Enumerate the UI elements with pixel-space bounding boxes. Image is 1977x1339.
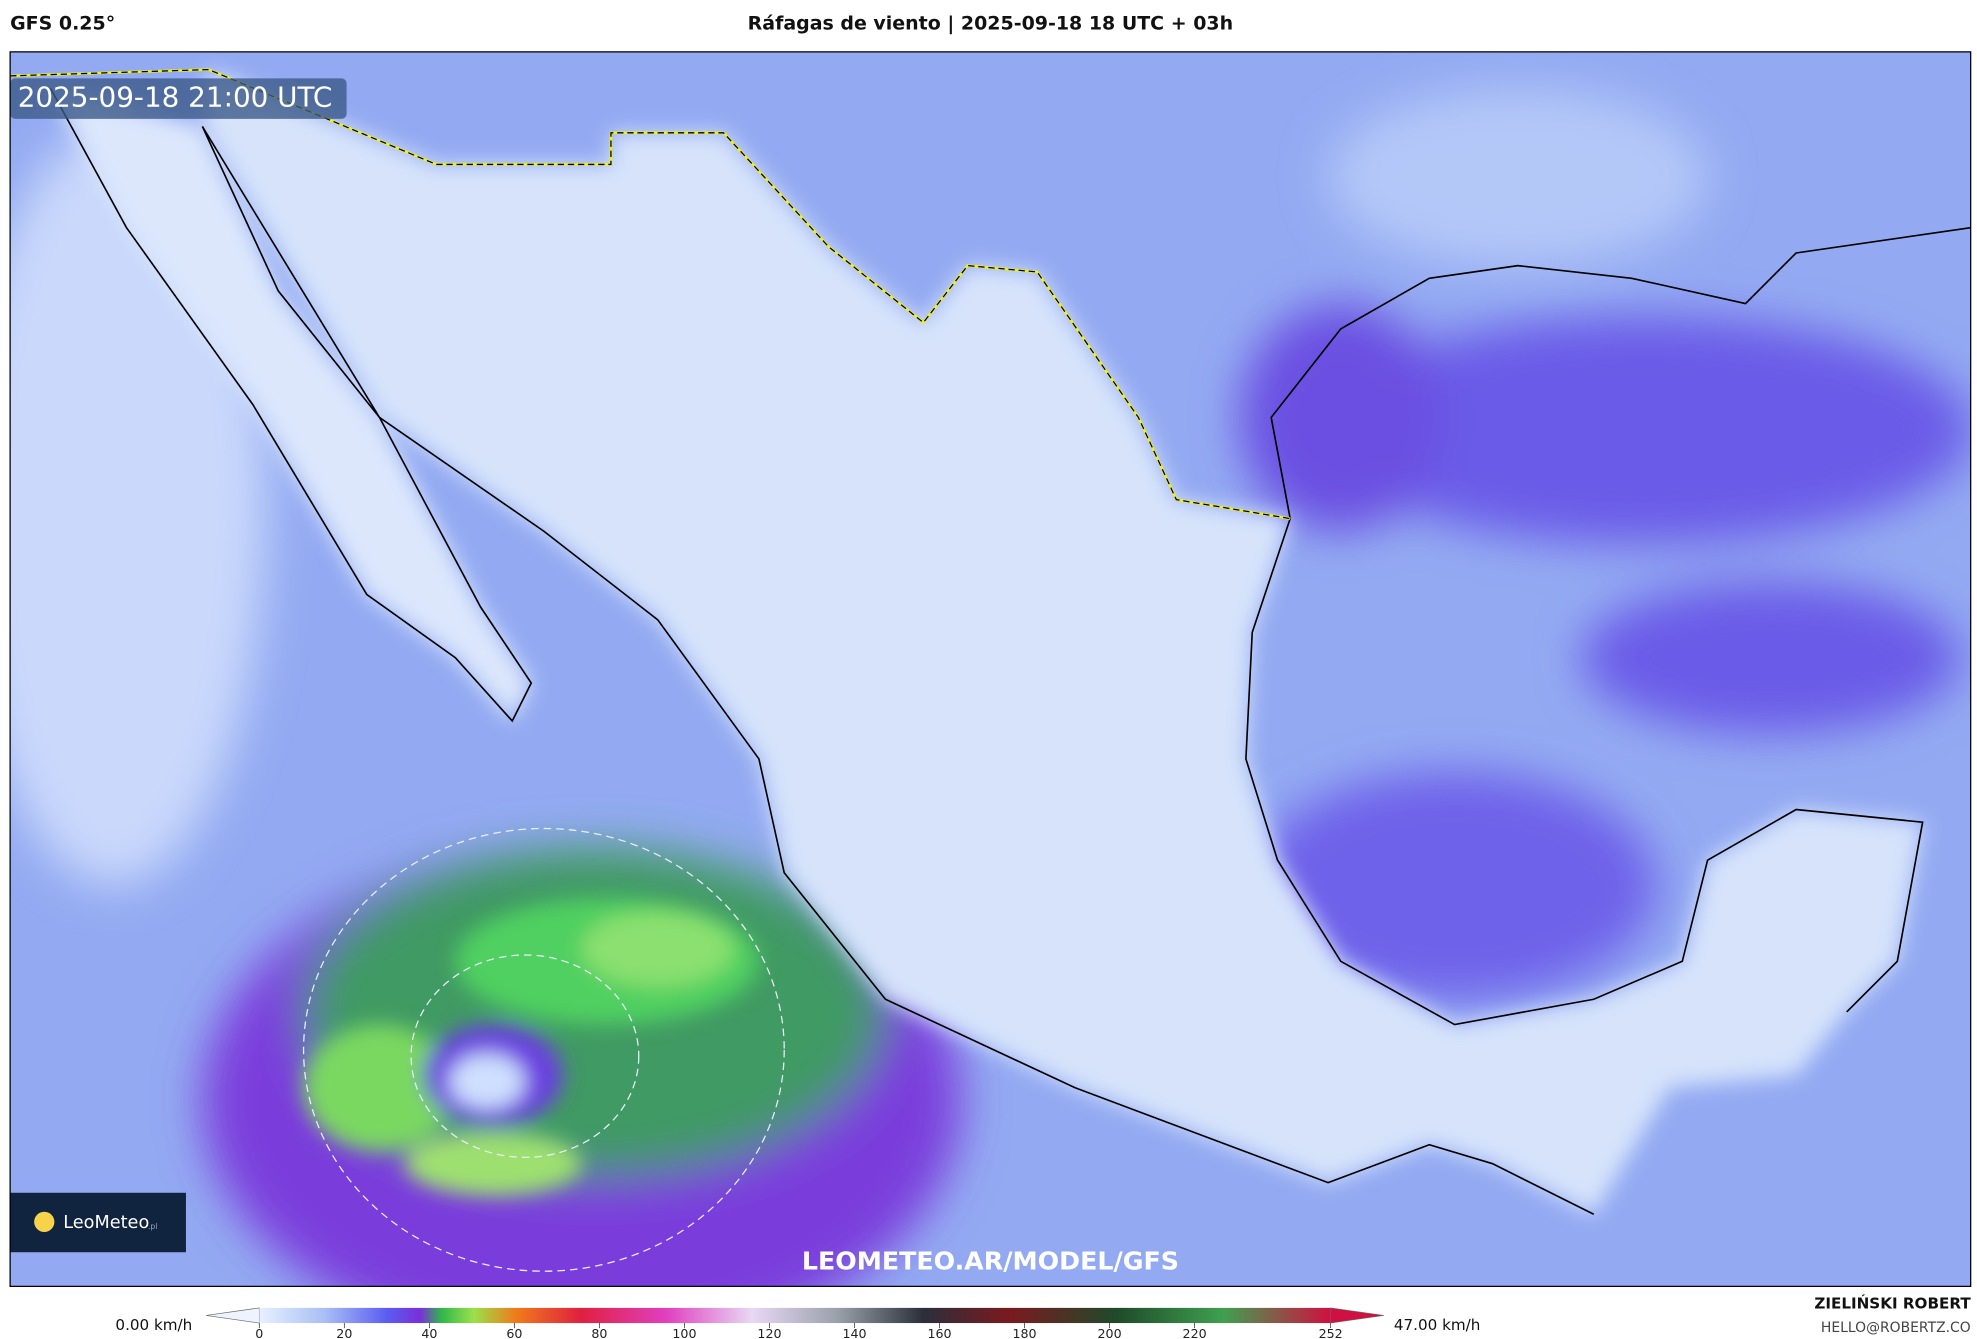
colorbar-max: 47.00 km/h <box>1394 1316 1480 1334</box>
colorbar-tick-label: 0 <box>255 1326 263 1339</box>
colorbar-tick-label: 180 <box>1012 1326 1036 1339</box>
timestamp: 2025-09-18 21:00 UTC <box>18 81 333 114</box>
logo: LeoMeteo <box>63 1213 149 1233</box>
colorbar-tick-label: 220 <box>1183 1326 1207 1339</box>
map-title: Ráfagas de viento | 2025-09-18 18 UTC + … <box>748 13 1233 35</box>
colorbar-ticks: 0 20 40 60 80 100 120 140 160 180 200 220 252 <box>255 1323 1343 1339</box>
colorbar-tick-label: 20 <box>336 1326 352 1339</box>
map-area: 2025-09-18 21:00 UTC LeoMeteo .pl LEOMET… <box>10 51 1971 1287</box>
colorbar-tick-label: 140 <box>842 1326 866 1339</box>
colorbar-tick-label: 100 <box>672 1326 696 1339</box>
model-label: GFS 0.25° <box>10 13 115 35</box>
author: ZIELIŃSKI ROBERT <box>1814 1294 1971 1313</box>
colorbar-tick-label: 60 <box>506 1326 522 1339</box>
colorbar-tick-label: 252 <box>1319 1326 1343 1339</box>
colorbar-tick-label: 200 <box>1098 1326 1122 1339</box>
colorbar-tick-label: 80 <box>591 1326 607 1339</box>
logo-suffix: .pl <box>148 1222 157 1231</box>
colorbar <box>259 1307 1331 1324</box>
colorbar-min: 0.00 km/h <box>115 1316 192 1334</box>
email: HELLO@ROBERTZ.CO <box>1821 1320 1971 1336</box>
colorbar-tick-label: 160 <box>927 1326 951 1339</box>
watermark: LEOMETEO.AR/MODEL/GFS <box>802 1246 1179 1275</box>
colorbar-tick-label: 120 <box>757 1326 781 1339</box>
colorbar-tick-label: 40 <box>421 1326 437 1339</box>
